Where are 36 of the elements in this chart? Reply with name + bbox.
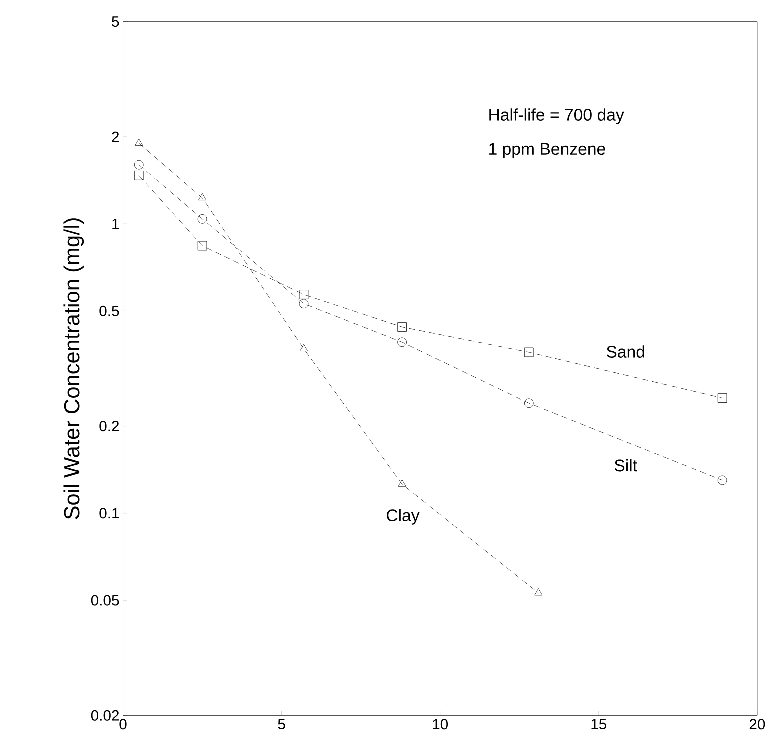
series-label: Clay xyxy=(387,509,420,526)
x-tick-label: 20 xyxy=(750,719,766,730)
y-tick-label: 0.5 xyxy=(100,306,120,317)
y-tick-label: 0.02 xyxy=(91,710,120,722)
point xyxy=(398,338,407,348)
point xyxy=(534,588,543,596)
y-tick-label: 0.05 xyxy=(91,595,120,606)
point xyxy=(524,398,534,408)
point xyxy=(134,160,144,170)
point xyxy=(198,214,208,224)
x-tick-label: 5 xyxy=(278,719,286,730)
point xyxy=(135,139,144,146)
point xyxy=(198,194,207,201)
y-tick-label: 1 xyxy=(112,219,120,230)
point xyxy=(718,394,728,404)
x-tick-label: 0 xyxy=(120,719,127,730)
y-tick-label: 2 xyxy=(112,132,120,142)
series-label: Silt xyxy=(614,460,638,472)
y-tick-label: 5 xyxy=(112,16,120,28)
point xyxy=(198,242,208,251)
point xyxy=(134,171,144,181)
point xyxy=(524,348,534,358)
x-tick-label: 10 xyxy=(433,719,448,730)
x-tick-label: 15 xyxy=(592,719,607,730)
annotation: 1 ppm Benzene xyxy=(490,144,606,159)
series-label: Sand xyxy=(606,346,644,358)
y-axis-title: Soil Water Concentration (mg/l) xyxy=(64,218,84,520)
y-tick-label: 0.1 xyxy=(100,508,120,519)
point xyxy=(398,322,407,332)
point xyxy=(398,480,406,488)
annotation: Half-life = 700 day xyxy=(490,108,624,125)
point xyxy=(299,290,309,300)
point xyxy=(300,344,308,352)
point xyxy=(299,299,309,309)
y-tick-label: 0.2 xyxy=(100,421,120,432)
point xyxy=(718,476,728,486)
